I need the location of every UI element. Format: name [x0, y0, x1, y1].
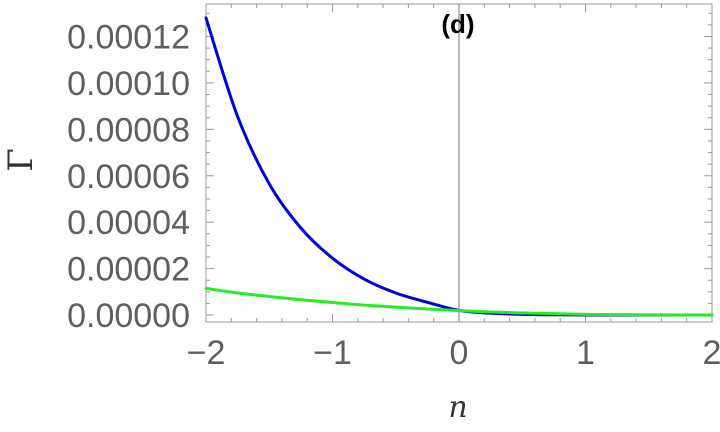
tick-labels: −2 −1 0 1 2 0.00000 0.00002 0.00004 0.00006 0.000…	[67, 18, 720, 372]
y-tick-label: 0.00008	[67, 111, 190, 149]
x-tick-label: −1	[313, 334, 352, 372]
x-tick-label: 2	[703, 334, 720, 372]
x-axis-title: n	[448, 390, 467, 425]
x-tick-label: 1	[576, 334, 595, 372]
y-tick-label: 0.00010	[67, 65, 190, 103]
y-tick-label: 0.00002	[67, 251, 190, 289]
y-tick-label: 0.00004	[67, 204, 190, 242]
y-axis-title: Γ	[1, 148, 41, 172]
x-tick-label: −2	[187, 334, 226, 372]
y-tick-label: 0.00000	[67, 297, 190, 335]
series-line-2	[204, 286, 714, 317]
y-tick-label: 0.00012	[67, 18, 190, 56]
y-tick-label: 0.00006	[67, 158, 190, 196]
series-lines	[204, 16, 714, 317]
x-tick-label: 0	[450, 334, 469, 372]
panel-label: (d)	[441, 9, 474, 39]
